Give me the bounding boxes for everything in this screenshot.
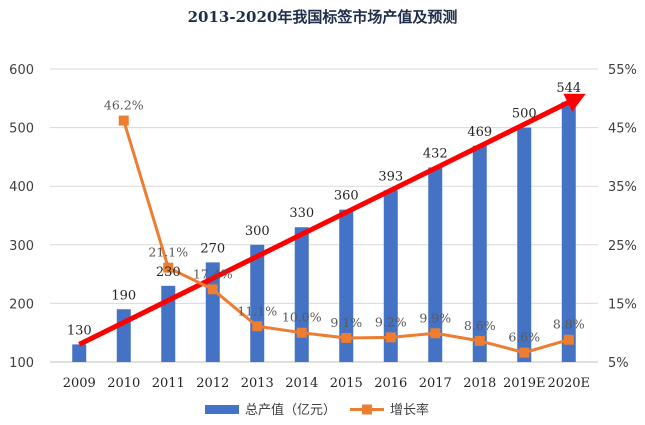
bar [339,209,354,362]
x-tick-label: 2019E [503,376,546,391]
growth-point [474,335,485,346]
y-right-tick-label: 5% [608,356,629,371]
growth-value-label: 10.0% [282,310,322,325]
growth-value-label: 6.6% [508,330,540,345]
chart-title: 2013-2020年我国标签市场产值及预测 [187,8,458,26]
growth-point [385,332,396,343]
growth-value-labels: 46.2% 21.1% 17.4% 11.1% 10.0% 9.1% 9.2% 9.9% 8.6… [104,98,585,345]
bar-value-label: 500 [512,107,537,122]
bar [428,167,443,362]
bar-value-label: 432 [423,146,448,161]
growth-value-label: 9.2% [375,314,407,329]
bar [116,309,131,362]
growth-value-label: 21.1% [148,245,188,260]
bar-value-label: 300 [245,224,270,239]
x-tick-label: 2014 [285,376,318,391]
legend-swatch-line-marker [362,404,372,415]
bar-value-label: 469 [467,125,492,140]
x-tick-label: 2020E [547,376,590,391]
growth-point [519,347,530,358]
grid-lines [50,68,598,363]
legend: 总产值（亿元） 增长率 [205,402,429,418]
x-tick-label: 2017 [419,376,452,391]
bar [72,344,87,362]
y-left-tick-label: 400 [9,180,34,195]
bar [294,227,309,362]
bar-value-label: 360 [334,189,359,204]
growth-line-series [118,115,574,358]
bar [517,127,532,362]
x-tick-label: 2016 [374,376,407,391]
bar-value-label: 330 [289,206,314,221]
bar-value-label: 270 [200,241,225,256]
right-axis: 5% 15% 25% 35% 45% 55% [608,63,637,371]
growth-point [563,334,574,345]
growth-point [296,327,307,338]
x-tick-label: 2011 [152,376,185,391]
growth-value-label: 46.2% [104,98,144,113]
y-right-tick-label: 35% [608,180,637,195]
growth-point [207,284,218,295]
trend-arrow [78,93,586,347]
growth-value-label: 8.8% [553,317,585,332]
legend-swatch-bar [205,405,239,414]
growth-value-label: 9.1% [330,315,362,330]
y-left-tick-label: 600 [9,63,34,78]
growth-value-label: 11.1% [237,303,277,318]
y-left-tick-label: 300 [9,239,34,254]
bar-value-label: 190 [111,288,136,303]
y-left-tick-label: 100 [9,356,34,371]
bar-value-label: 544 [556,81,581,96]
x-tick-label: 2013 [241,376,274,391]
growth-value-label: 9.9% [419,310,451,325]
bar-value-label: 230 [156,265,181,280]
bar [561,101,576,362]
y-right-tick-label: 25% [608,239,637,254]
growth-point [341,332,352,343]
bar-value-label: 130 [67,323,92,338]
x-tick-label: 2009 [63,376,96,391]
x-tick-label: 2010 [107,376,140,391]
bar [472,145,487,362]
x-axis: 2009 2010 2011 2012 2013 2014 2015 2016 2017 2018… [63,376,590,391]
growth-value-label: 8.6% [464,318,496,333]
growth-value-label: 17.4% [193,266,233,281]
left-axis: 100 200 300 400 500 600 [9,63,34,371]
x-tick-label: 2015 [330,376,363,391]
bar-value-labels: 130 190 230 270 300 330 360 393 432 469 500 544 [67,81,581,339]
bar-value-label: 393 [378,169,403,184]
bar-series [72,101,576,362]
y-right-tick-label: 55% [608,63,637,78]
legend-label-line: 增长率 [390,402,429,418]
x-tick-label: 2018 [463,376,496,391]
x-tick-label: 2012 [196,376,229,391]
trend-arrow-line [78,93,586,347]
y-right-tick-label: 15% [608,297,637,312]
bar [250,244,265,362]
growth-point [163,262,174,273]
bar [383,190,398,362]
growth-point [118,115,129,126]
legend-label-bar: 总产值（亿元） [245,402,336,418]
y-left-tick-label: 500 [9,122,34,137]
growth-point [252,321,263,332]
y-left-tick-label: 200 [9,297,34,312]
y-right-tick-label: 45% [608,122,637,137]
growth-point [430,328,441,339]
